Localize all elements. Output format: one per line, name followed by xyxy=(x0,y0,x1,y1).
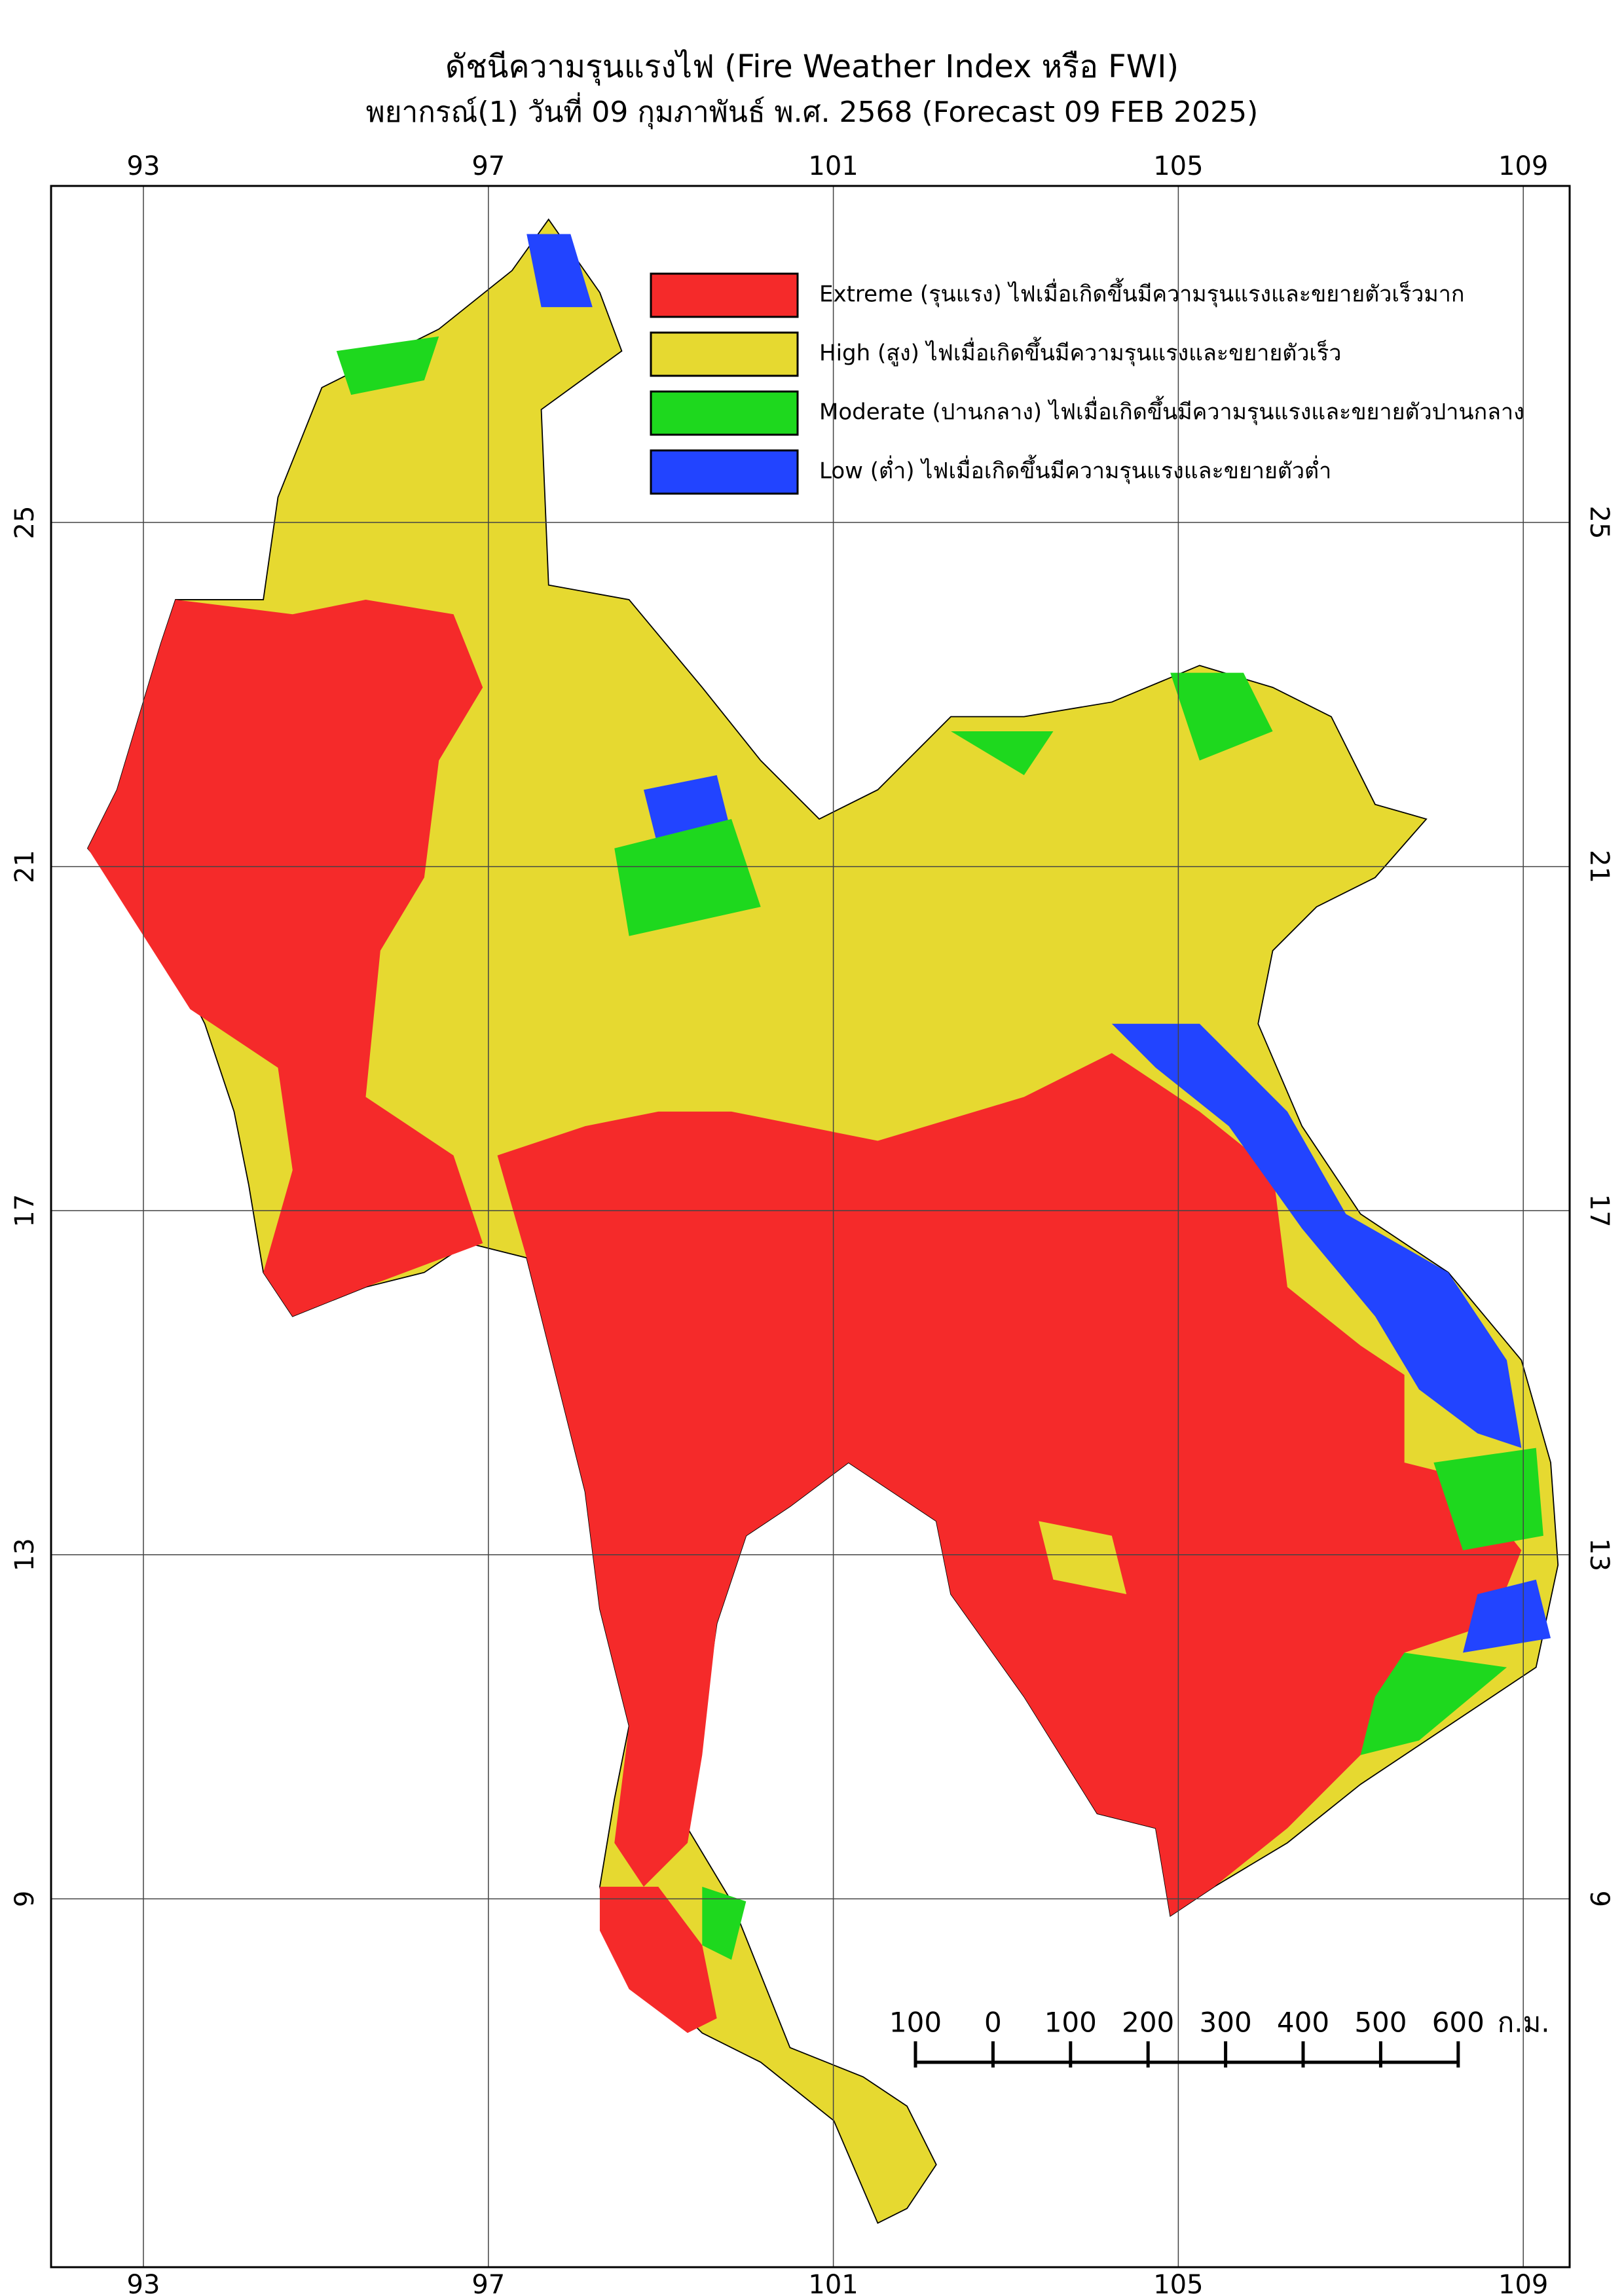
zone-moderate xyxy=(1170,672,1273,761)
zone-moderate xyxy=(951,731,1054,776)
lat-tick-label: 13 xyxy=(1584,1538,1614,1571)
legend-label: Low (ต่ำ) ไฟเมื่อเกิดขึ้นมีความรุนแรงและ… xyxy=(819,455,1331,484)
lon-tick-label: 109 xyxy=(1498,151,1548,181)
map xyxy=(50,185,1571,2269)
zone-extreme xyxy=(497,1053,1522,1916)
legend-label: Moderate (ปานกลาง) ไฟเมื่อเกิดขึ้นมีความ… xyxy=(819,396,1524,426)
map-frame xyxy=(50,185,1571,2269)
legend-label: High (สูง) ไฟเมื่อเกิดขึ้นมีความรุนแรงแล… xyxy=(819,337,1341,367)
lat-tick-label: 13 xyxy=(10,1538,40,1571)
subtitle: พยากรณ์(1) วันที่ 09 กุมภาพันธ์ พ.ศ. 256… xyxy=(366,92,1259,130)
lat-tick-label: 17 xyxy=(10,1194,40,1228)
lat-tick-label: 9 xyxy=(1584,1891,1614,1907)
lon-tick-label: 101 xyxy=(808,2270,858,2296)
zone-moderate xyxy=(702,1886,747,1960)
lat-tick-label: 21 xyxy=(10,850,40,883)
zone-low xyxy=(526,234,593,308)
legend-swatch xyxy=(650,331,799,377)
lat-tick-label: 21 xyxy=(1584,850,1614,883)
scale-label: 0 xyxy=(984,2007,1002,2039)
legend-swatch xyxy=(650,449,799,495)
lat-tick-label: 17 xyxy=(1584,1194,1614,1228)
scale-label: 600 xyxy=(1432,2007,1485,2039)
zone-extreme xyxy=(599,1886,717,2033)
scale-label: 100 xyxy=(889,2007,942,2039)
zone-moderate xyxy=(336,336,439,395)
lon-tick-label: 105 xyxy=(1153,151,1203,181)
zone-high xyxy=(1039,1521,1127,1595)
zone-low xyxy=(1111,1023,1522,1448)
lon-tick-label: 97 xyxy=(471,2270,505,2296)
lon-tick-label: 93 xyxy=(127,2270,160,2296)
scale-unit: ก.ม. xyxy=(1498,2007,1550,2039)
lat-tick-label: 9 xyxy=(10,1891,40,1907)
lon-tick-label: 97 xyxy=(471,151,505,181)
lon-tick-label: 105 xyxy=(1153,2270,1203,2296)
lat-tick-label: 25 xyxy=(10,506,40,539)
scale-label: 500 xyxy=(1354,2007,1407,2039)
title: ดัชนีความรุนแรงไฟ (Fire Weather Index หร… xyxy=(445,48,1179,86)
zone-moderate xyxy=(1433,1448,1543,1551)
lon-tick-label: 101 xyxy=(808,151,858,181)
scale-label: 300 xyxy=(1200,2007,1252,2039)
lon-tick-label: 93 xyxy=(127,151,160,181)
legend-label: Extreme (รุนแรง) ไฟเมื่อเกิดขึ้นมีความรุ… xyxy=(819,278,1464,308)
scale-label: 400 xyxy=(1277,2007,1329,2039)
legend-swatch xyxy=(650,272,799,318)
zone-low xyxy=(1463,1579,1551,1653)
lat-tick-label: 25 xyxy=(1584,506,1614,539)
scale-label: 100 xyxy=(1044,2007,1097,2039)
lon-tick-label: 109 xyxy=(1498,2270,1548,2296)
zone-moderate xyxy=(1360,1652,1507,1755)
fire-zones xyxy=(86,218,1559,2224)
scale-label: 200 xyxy=(1122,2007,1174,2039)
legend-swatch xyxy=(650,390,799,436)
zone-extreme xyxy=(88,599,483,1317)
zone-moderate xyxy=(614,819,761,936)
